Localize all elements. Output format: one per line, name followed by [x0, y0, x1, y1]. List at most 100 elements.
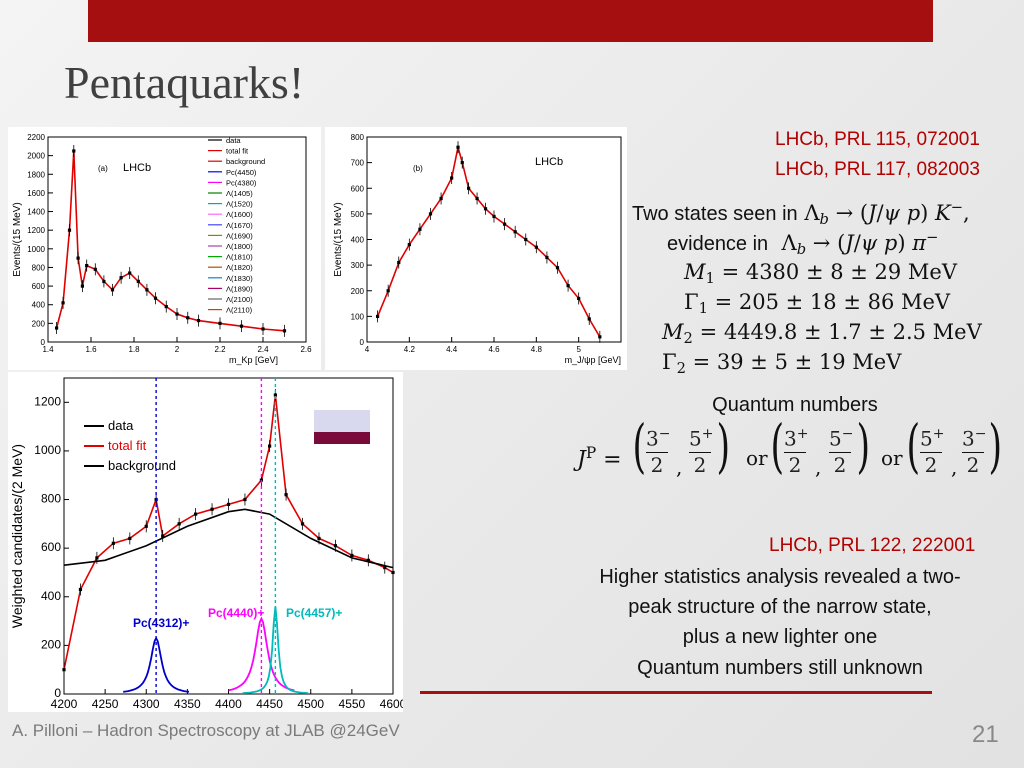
g2-line: Γ2 = 39 ± 5 ± 19 MeV — [662, 350, 902, 377]
data-point — [475, 196, 479, 201]
paren-close-1: ) — [716, 412, 731, 480]
data-point — [72, 149, 76, 153]
x-tick-label: 4 — [365, 345, 370, 354]
legend-entry: total fit — [226, 147, 249, 156]
x-tick-label: 2 — [175, 345, 180, 354]
data-point — [273, 393, 277, 397]
x-tick-label: 4350 — [174, 697, 201, 711]
m1-value: = 4380 ± 8 ± 29 MeV — [721, 260, 958, 284]
legend-entry: Λ(1810) — [226, 253, 253, 262]
y-tick-label: 400 — [41, 589, 61, 603]
y-tick-label: 1000 — [27, 245, 45, 254]
frac-2: 5+ 2 — [689, 426, 714, 477]
lhcb-logo-band — [314, 432, 370, 444]
legend-entry: data — [226, 136, 241, 145]
ref-prl-115: LHCb, PRL 115, 072001 — [775, 129, 980, 150]
data-point — [67, 228, 72, 232]
data-point — [483, 207, 488, 211]
y-axis-label: Events/(15 MeV) — [12, 202, 23, 276]
data-point — [243, 497, 247, 502]
y-axis-label: Events/(15 MeV) — [333, 202, 344, 276]
data-point — [566, 284, 570, 288]
paren-close-2: ) — [856, 412, 871, 480]
legend-entry: Λ(1405) — [226, 189, 253, 198]
data-point — [333, 544, 338, 548]
peak-label: Pc(4457)+ — [286, 606, 342, 620]
total-fit-line — [63, 394, 394, 670]
data-point — [153, 296, 158, 300]
data-point — [555, 266, 560, 270]
data-point — [76, 256, 80, 260]
y-tick-label: 500 — [351, 210, 365, 219]
footer-text: A. Pilloni – Hadron Spectroscopy at JLAB… — [12, 721, 400, 740]
data-point — [110, 288, 115, 292]
data-point — [534, 245, 538, 249]
x-tick-label: 1.4 — [42, 345, 54, 354]
ref-prl-122: LHCb, PRL 122, 222001 — [769, 535, 976, 556]
paren-open-2: ( — [770, 412, 785, 480]
ref-prl-117: LHCb, PRL 117, 082003 — [775, 159, 980, 180]
experiment-label: LHCb — [535, 156, 563, 168]
g1-line: Γ1 = 205 ± 18 ± 86 MeV — [684, 290, 951, 317]
legend-entry: data — [108, 418, 134, 433]
data-point — [407, 243, 411, 247]
page-number: 21 — [972, 721, 999, 748]
g1-value: = 205 ± 18 ± 86 MeV — [714, 290, 951, 314]
plot-a: 1.4 1.6 1.8 2 2.2 2.4 2.6 0 200 400 600 800 1000 1200… — [12, 133, 312, 365]
legend-entry: Λ(1830) — [226, 274, 253, 283]
x-tick-label: 2.4 — [257, 345, 269, 354]
data-point — [144, 524, 148, 528]
data-point — [164, 304, 168, 309]
x-tick-label: 4.4 — [446, 345, 458, 354]
data-point — [128, 271, 132, 275]
y-tick-label: 800 — [32, 263, 46, 272]
y-tick-label: 300 — [351, 261, 365, 270]
data-point — [587, 317, 591, 321]
y-tick-label: 1200 — [27, 226, 45, 235]
y-tick-label: 2200 — [27, 133, 45, 142]
data-point — [460, 161, 464, 165]
x-tick-label: 1.6 — [85, 345, 97, 354]
y-axis-label: Weighted candidates/(2 MeV) — [9, 444, 25, 628]
x-tick-label: 4.8 — [531, 345, 543, 354]
y-tick-label: 200 — [41, 637, 61, 651]
data-point — [239, 324, 244, 328]
x-tick-label: 4.6 — [488, 345, 500, 354]
data-point — [102, 279, 106, 284]
data-point — [61, 301, 65, 305]
y-tick-label: 400 — [32, 301, 46, 310]
legend-entry: Λ(1890) — [226, 284, 253, 293]
data-point — [261, 327, 265, 331]
y-tick-label: 0 — [41, 338, 46, 347]
data-point — [145, 288, 149, 292]
y-tick-label: 1800 — [27, 170, 45, 179]
data-point — [366, 558, 370, 562]
frac-4: 5− 2 — [829, 426, 854, 477]
paren-close-3: ) — [988, 412, 1003, 480]
data-point — [282, 329, 287, 333]
panel-label: (b) — [413, 164, 423, 173]
paren-open-3: ( — [906, 412, 921, 480]
data-point — [194, 512, 198, 516]
legend-entry: Λ(1600) — [226, 210, 253, 219]
background-line — [63, 508, 394, 569]
frac-6: 3− 2 — [962, 426, 987, 477]
legend-entry: background — [226, 157, 265, 166]
y-tick-label: 800 — [41, 492, 61, 506]
legend-entry: Λ(1820) — [226, 263, 253, 272]
data-point — [284, 493, 288, 497]
higher-stats-line1: Higher statistics analysis revealed a tw… — [599, 566, 961, 588]
frac-3: 3+ 2 — [784, 426, 809, 477]
y-tick-label: 1400 — [27, 208, 45, 217]
data-point — [111, 541, 115, 545]
higher-stats-line4: Quantum numbers still unknown — [637, 657, 923, 679]
data-point — [300, 522, 305, 526]
y-tick-label: 800 — [351, 133, 365, 142]
data-point — [450, 176, 454, 180]
x-tick-label: 4450 — [256, 697, 283, 711]
x-tick-label: 4300 — [133, 697, 160, 711]
y-tick-label: 600 — [351, 184, 365, 193]
or-2: or — [881, 446, 903, 470]
